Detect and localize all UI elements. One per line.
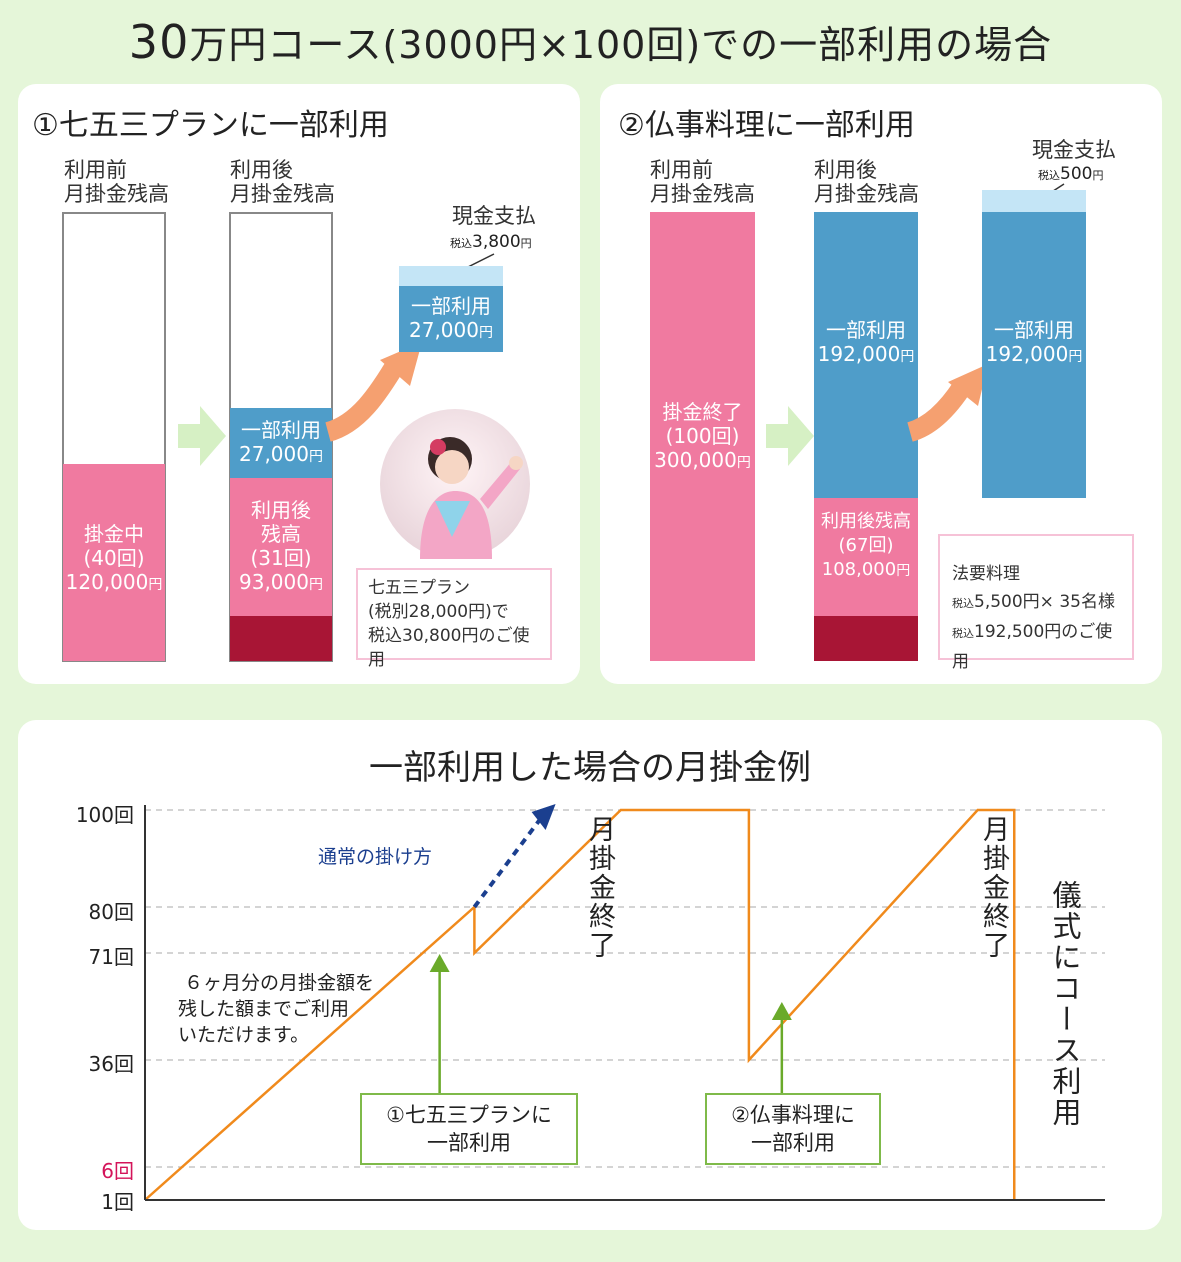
normal-method-arrowhead-icon [531,804,556,830]
panel1-after-remaining: 利用後 残高 (31回) 93,000円 [230,478,332,616]
panel2-before-bar: 掛金終了 (100回) 300,000円 [650,212,755,661]
panel2-use-arrow-icon [906,364,988,442]
chart-note: ６ヶ月分の月掛金額を 残した額までご利用 いただけます。 [178,972,375,1046]
y-tick-36: 36回 [88,1052,134,1076]
panel1-cash-label: 現金支払 [452,204,536,228]
panel1-cash-amount: 税込3,800円 [450,232,532,252]
panel1-before-fill: 掛金中 (40回) 120,000円 [63,464,165,661]
end-label-1: 月掛金終了 [584,815,615,960]
panel1-used-box: 一部利用 27,000円 [399,286,503,352]
panel1-reserve-segment [230,616,332,661]
panel2-next-arrow-icon [766,406,814,466]
panel2-after-remaining: 利用後残高 (67回) 108,000円 [814,498,918,616]
panel2-note: 法要料理 税込5,500円× 35名様 税込192,500円のご使用 [938,534,1134,672]
y-tick-71: 71回 [88,945,134,969]
child-kimono-photo [380,409,530,559]
chart-title: 一部利用した場合の月掛金例 [369,748,811,788]
page-title: 30万円コース(3000円×100回)での一部利用の場合 [128,15,1053,69]
panel1-note: 七五三プラン (税別28,000円)で 税込30,800円のご使用 [356,568,552,670]
panel2-cash-amount: 税込500円 [1038,164,1104,184]
panel2-title: ②仏事料理に一部利用 [618,108,915,143]
panel1-title: ①七五三プランに一部利用 [32,108,389,143]
normal-method-label: 通常の掛け方 [318,846,433,868]
ceremony-label: 儀式にコース利用 [1048,880,1082,1128]
panel1-before-label: 利用前 月掛金残高 [64,158,169,206]
panel1-after-partial: 一部利用 27,000円 [230,408,332,478]
panel2-after-partial: 一部利用 192,000円 [814,212,918,498]
shichigosan-box: ①七五三プランに 一部利用 [360,1093,578,1165]
y-tick-1: 1回 [101,1190,134,1214]
shichigosan-arrow-head-icon [429,954,450,972]
panel2-cash-label: 現金支払 [1032,138,1116,162]
panel-shichigosan: ①七五三プランに一部利用 利用前 月掛金残高 利用後 月掛金残高 掛金中 (40… [18,84,580,684]
panel2-before-label: 利用前 月掛金残高 [650,158,755,206]
panel1-after-label: 利用後 月掛金残高 [230,158,335,206]
panel2-after-label: 利用後 月掛金残高 [814,158,919,206]
normal-method-line [472,818,542,909]
end-label-2: 月掛金終了 [978,815,1009,960]
panel1-use-arrow-icon [324,342,422,442]
panel1-cash-segment [399,266,503,286]
y-tick-80: 80回 [88,900,134,924]
butsuji-box: ②仏事料理に 一部利用 [705,1093,881,1165]
y-tick-100: 100回 [75,803,134,827]
panel2-cash-segment [982,190,1086,212]
panel-butsuji: ②仏事料理に一部利用 利用前 月掛金残高 利用後 月掛金残高 掛金終了 (100… [600,84,1162,684]
y-tick-6: 6回 [101,1159,134,1183]
panel2-reserve-segment [814,616,918,661]
panel2-used-box: 一部利用 192,000円 [982,212,1086,498]
butsuji-arrow-head-icon [771,1002,792,1020]
panel1-next-arrow-icon [178,406,226,466]
installment-line [144,808,1016,1201]
